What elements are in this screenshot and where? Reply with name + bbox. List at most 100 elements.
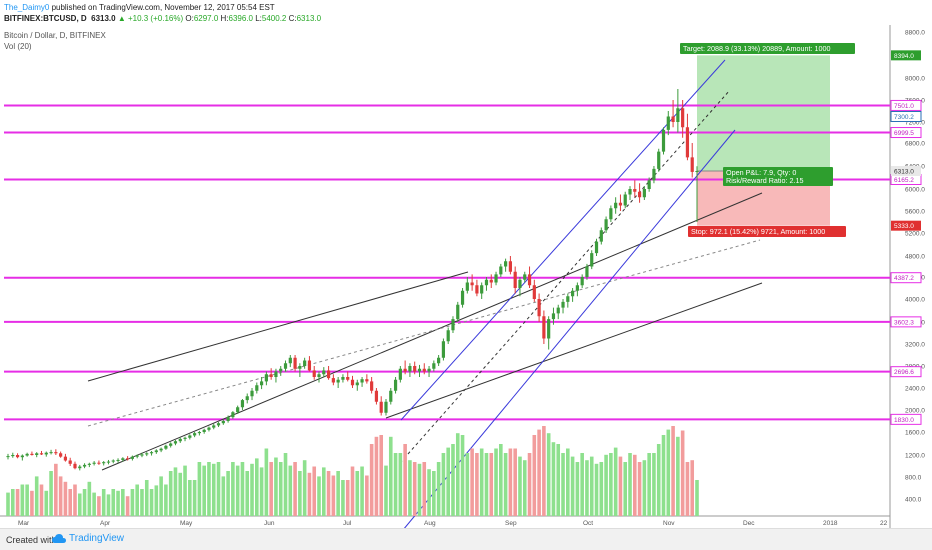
tradingview-brand: TradingView [69,533,125,544]
x-tick-label: May [180,520,193,527]
candle-body [690,157,694,172]
candle-body [303,360,307,366]
tradingview-logo[interactable]: TradingView [52,533,124,544]
volume-bar [336,471,340,516]
level-tag [890,127,922,139]
candle-body [628,189,632,195]
x-tick-label: Nov [663,520,675,527]
author-link[interactable]: The_Daimy0 [4,3,50,12]
volume-bar [269,462,273,516]
candle-body [279,368,283,372]
volume-bar [202,465,206,516]
volume-bar [355,471,360,516]
volume-bar [393,453,398,516]
trend-line [87,271,469,382]
y-tick-label: 5600.0 [905,209,925,216]
volume-bar [546,433,551,516]
candle-body [417,368,422,372]
candle-body [11,455,15,457]
volume-bar [73,484,77,516]
publish-text: published on TradingView.com, November 1… [49,3,275,12]
volume-bar [10,489,15,516]
volume-bar [652,453,656,516]
candle-body [221,421,225,424]
candle-body [518,279,522,288]
x-tick-label: Oct [583,520,593,527]
symbol-label: BITFINEX:BTCUSD, D [4,14,87,23]
candle-body [413,366,417,372]
volume-bar [427,469,431,516]
volume-bar [92,492,96,516]
volume-bar [580,453,584,516]
candle-body [145,453,149,455]
candle-body [365,379,369,382]
y-tick-label: 7200.0 [905,120,925,127]
candle-body [484,279,489,286]
candle-body [116,459,120,461]
volume-bar [379,435,384,516]
volume-bar [661,435,666,516]
candle-body [197,432,201,434]
candle-body [255,385,259,391]
volume-bar [599,462,604,516]
candle-body [193,433,197,436]
volume-bar [235,465,240,516]
candle-body [293,357,297,369]
y-tick-label: 3200.0 [905,342,925,349]
volume-bar [637,462,642,516]
y-tick-label: 800.0 [905,475,922,482]
volume-bar [140,489,144,516]
volume-bar [451,444,455,516]
volume-bar [245,471,250,516]
volume-bar [666,429,671,516]
volume-bar [106,494,111,516]
candle-body [59,453,63,457]
candle-body [126,458,130,460]
volume-bar [432,471,436,516]
volume-bar [168,471,173,516]
candle-body [63,456,68,461]
candle-body [54,452,58,454]
candle-body [164,445,168,449]
y-tick-label: 6800.0 [905,141,925,148]
y-tick-label: 5200.0 [905,231,925,238]
volume-bar [6,492,10,516]
candle-body [355,382,359,386]
volume-bar [125,496,130,516]
y-tick-label: 400.0 [905,497,922,504]
candle-body [78,466,82,469]
footer-bar: Created with TradingView [0,528,932,550]
candle-body [173,441,178,444]
y-tick-label: 2400.0 [905,386,925,393]
y-tick-label: 2000.0 [905,408,925,415]
volume-bar [479,448,484,516]
volume-bar [532,435,537,516]
candle-body [346,377,350,380]
candle-body [39,453,44,455]
volume-bar [508,448,513,516]
candle-body [551,313,556,320]
level-tag [890,99,922,111]
candle-body [422,368,426,372]
volume-bar [211,463,216,516]
candle-body [403,368,407,372]
candle-body [460,290,465,305]
candle-body [508,261,512,272]
volume-bar [20,484,25,516]
volume-bar [460,435,465,516]
candle-body [594,241,599,254]
y-tick-label: 4800.0 [905,254,925,261]
price-tag-text: 6313.0 [894,169,914,176]
candle-body [642,189,646,198]
volume-bar [216,462,221,516]
candle-body [298,366,302,369]
volume-bar [465,453,470,516]
volume-bar [522,460,527,516]
volume-bar [149,489,154,516]
volume-bar [264,448,269,516]
volume-bar [604,454,608,516]
volume-bar [231,462,235,516]
level-tag-text: 1830.0 [894,417,914,424]
candle-body [317,374,321,377]
